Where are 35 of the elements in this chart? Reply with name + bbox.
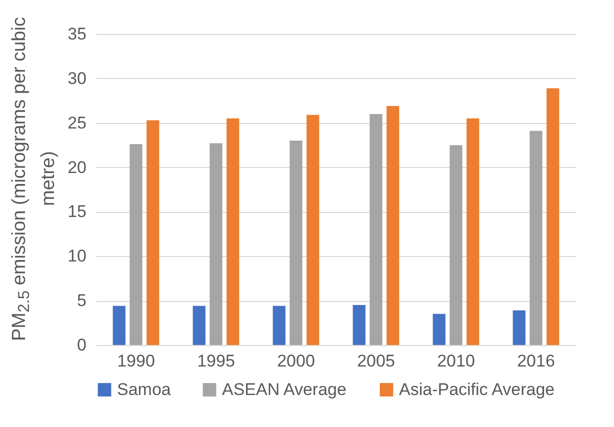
y-tick-label: 5 (77, 291, 86, 310)
x-tick-label: 2016 (517, 352, 555, 370)
x-tick-label: 2005 (357, 352, 395, 370)
bar (130, 144, 142, 345)
x-tick-label: 2000 (277, 352, 315, 370)
legend-label: Asia-Pacific Average (399, 380, 555, 399)
bar (450, 145, 462, 345)
x-tick-label: 1995 (197, 352, 235, 370)
bar (290, 140, 302, 345)
y-tick-label: 10 (68, 246, 86, 266)
y-tick-label: 15 (68, 202, 86, 222)
bar (226, 118, 240, 345)
legend-label: Samoa (117, 380, 172, 399)
bar (546, 88, 560, 345)
y-tick-label: 20 (68, 158, 86, 177)
y-tick-label: 0 (77, 336, 86, 354)
bar (272, 306, 286, 345)
bar (112, 306, 126, 345)
bar (352, 305, 366, 345)
bar (306, 114, 320, 345)
legend-label: ASEAN Average (222, 380, 346, 399)
bar (146, 120, 160, 345)
bar (370, 114, 382, 345)
bar (432, 314, 446, 345)
bar (192, 306, 206, 345)
bar (512, 310, 526, 345)
y-tick-label: 35 (68, 24, 86, 44)
x-tick-label: 1990 (117, 352, 155, 370)
bar (386, 106, 400, 345)
bar (210, 143, 222, 345)
y-tick-label: 25 (68, 113, 86, 132)
bar (530, 130, 542, 345)
x-tick-label: 2010 (437, 352, 475, 370)
bar (466, 118, 480, 345)
y-tick-label: 30 (68, 68, 86, 88)
